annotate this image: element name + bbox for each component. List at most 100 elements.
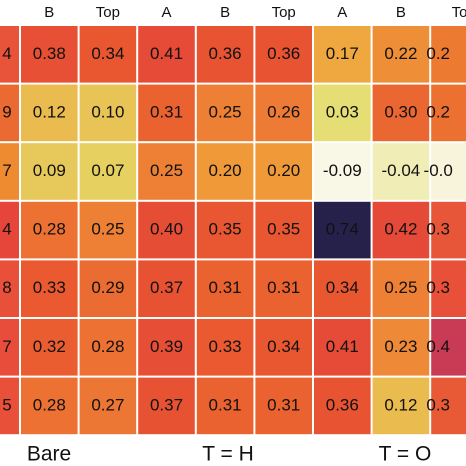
cell-label: 0.25 [150,161,183,180]
cell [21,26,78,83]
cell-label: 0.35 [209,220,242,239]
cell [79,26,137,83]
cell-label: 0.35 [267,220,300,239]
cell [255,84,312,142]
column-label: B [44,4,54,21]
cell [314,319,371,376]
cell-label: -0.04 [382,161,421,180]
cell [314,84,371,142]
cell [79,201,137,259]
cell-label: 0.03 [326,102,359,121]
cell-label: 0.39 [150,337,183,356]
cell-label: 0.33 [33,278,66,297]
cell-label: 0.07 [91,161,124,180]
edge-label: -0.0 [424,161,453,180]
cell [79,143,137,200]
cell-label: 0.32 [33,337,66,356]
column-label: To [452,4,466,21]
cell [255,260,312,317]
column-label: B [396,4,406,21]
cell [21,319,78,376]
group-label: T = H [202,443,254,466]
cell-label: 0.31 [267,278,300,297]
cell [21,377,78,435]
cell [196,319,254,376]
cell [138,84,195,142]
cell-label: 0.37 [150,278,183,297]
edge-label: 8 [2,278,11,297]
cell [314,26,371,83]
cell-label: 0.34 [267,337,300,356]
edge-label: 5 [2,395,11,414]
cell-label: 0.36 [267,44,300,63]
edge-cell [0,260,19,317]
column-label: B [220,4,230,21]
group-label: T = O [379,443,432,466]
cell-label: -0.09 [323,161,362,180]
cell [255,377,312,435]
cell [138,201,195,259]
edge-label: 0.2 [426,102,450,121]
cell [196,26,254,83]
cell-label: 0.28 [33,220,66,239]
cell [21,84,78,142]
edge-label: 0.3 [426,278,450,297]
column-label: Top [96,4,120,21]
cell [255,201,312,259]
cell-label: 0.34 [326,278,359,297]
cell-label: 0.29 [91,278,124,297]
cell-label: 0.36 [209,44,242,63]
cell-label: 0.37 [150,395,183,414]
cell-label: 0.26 [267,102,300,121]
edge-cell [0,319,19,376]
cell [314,260,371,317]
cell-label: 0.41 [150,44,183,63]
cell-label: 0.23 [384,337,417,356]
cell-label: 0.74 [326,220,359,239]
cell-label: 0.31 [267,395,300,414]
edge-label: 0.4 [426,337,450,356]
cell-label: 0.22 [384,44,417,63]
cell [372,201,430,259]
cell-label: 0.25 [209,102,242,121]
cell-label: 0.31 [209,395,242,414]
cell-label: 0.12 [33,102,66,121]
cell-label: 0.20 [209,161,242,180]
cell [255,143,312,200]
cell-label: 0.31 [209,278,242,297]
cell [372,26,430,83]
cell-label: 0.09 [33,161,66,180]
cell-label: 0.20 [267,161,300,180]
cell-label: 0.25 [91,220,124,239]
cell [79,84,137,142]
cell [372,260,430,317]
edge-cell [431,84,466,142]
edge-label: 9 [2,102,11,121]
cell-label: 0.31 [150,102,183,121]
cell-label: 0.42 [384,220,417,239]
cell [21,201,78,259]
cell-label: 0.10 [91,102,124,121]
edge-cell [431,377,466,435]
cell [372,143,430,200]
cell [372,377,430,435]
cell [138,143,195,200]
group-label: Bare [27,443,71,466]
cell [138,319,195,376]
edge-cell [431,201,466,259]
cell [79,260,137,317]
cell-grid: B Top A B Top A B To4 0.38 0.34 0.41 0.36 0.36 0.17 0.… [0,4,466,435]
cell [79,377,137,435]
cell-label: 0.41 [326,337,359,356]
edge-label: 4 [2,220,11,239]
edge-label: 7 [2,161,11,180]
edge-cell [0,377,19,435]
column-label: Top [272,4,296,21]
edge-label: 0.3 [426,395,450,414]
cell-label: 0.28 [91,337,124,356]
cell [138,377,195,435]
cell [314,377,371,435]
cell [196,260,254,317]
